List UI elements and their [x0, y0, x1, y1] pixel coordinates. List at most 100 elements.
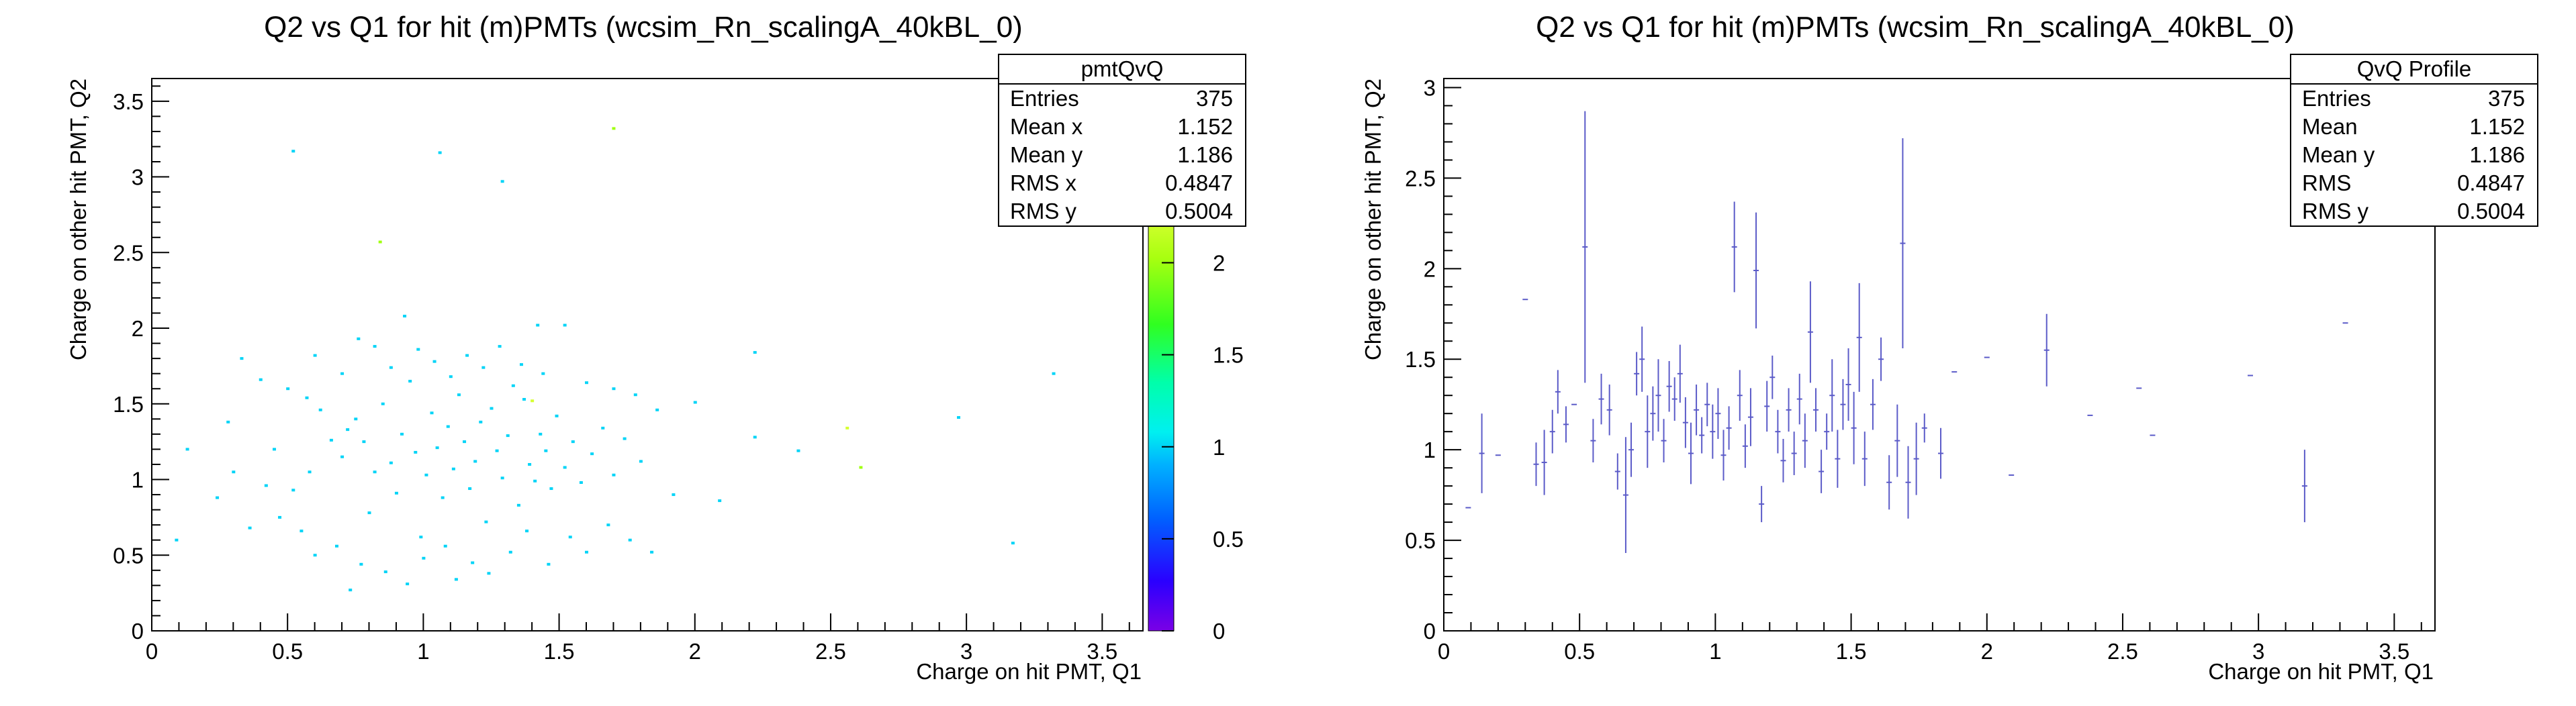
- profile-point: [1563, 406, 1569, 443]
- scatter-point: [531, 399, 535, 403]
- scatter-point: [623, 437, 627, 440]
- scatter-point: [185, 448, 189, 451]
- scatter-point: [383, 570, 387, 574]
- scatter-point: [612, 387, 616, 391]
- scatter-point: [639, 460, 643, 463]
- scatter-point: [406, 583, 410, 586]
- profile-point: [1807, 281, 1813, 383]
- scatter-point: [506, 434, 510, 438]
- profile-point: [1677, 344, 1683, 403]
- scatter-point: [1011, 542, 1015, 545]
- scatter-point: [547, 562, 551, 566]
- profile-point: [1720, 430, 1727, 481]
- scatter-point: [305, 396, 309, 399]
- profile-point: [1699, 417, 1705, 454]
- stats-label: RMS x: [1010, 170, 1076, 195]
- x-tick-label: 3: [960, 639, 972, 664]
- stats-row: Mean x 1.152: [999, 113, 1245, 141]
- scatter-point: [519, 363, 523, 366]
- stats-row: Entries 375: [2291, 85, 2537, 113]
- x-tick-label: 3: [2252, 639, 2264, 664]
- scatter-point: [313, 354, 317, 357]
- stats-label: Entries: [1010, 86, 1079, 111]
- stats-value: 375: [2487, 86, 2525, 111]
- scatter-point: [432, 360, 436, 363]
- profile-point: [1780, 438, 1786, 483]
- profile-point: [1694, 385, 1700, 436]
- scatter-point: [563, 466, 567, 469]
- scatter-point: [463, 440, 467, 444]
- y-tick-label: 2: [132, 316, 144, 341]
- right-panel: Q2 vs Q1 for hit (m)PMTs (wcsim_Rn_scali…: [1361, 11, 2436, 684]
- scatter-point: [585, 381, 589, 385]
- scatter-point: [457, 393, 461, 397]
- profile-point: [1710, 404, 1716, 459]
- scatter-point: [655, 408, 659, 411]
- x-tick-label: 3.5: [2379, 639, 2409, 664]
- x-tick-label: 2: [689, 639, 701, 664]
- scatter-point: [232, 470, 236, 474]
- stats-value: 375: [1195, 86, 1233, 111]
- scatter-point: [446, 425, 450, 428]
- right-y-axis-label: Charge on other hit PMT, Q2: [1361, 79, 1385, 360]
- scatter-point: [416, 348, 420, 351]
- stats-value: 1.186: [1177, 142, 1233, 167]
- right-profile-points: [1465, 111, 2348, 553]
- y-tick-label: 2: [1424, 256, 1436, 281]
- scatter-point: [226, 420, 230, 423]
- x-tick-label: 2.5: [2107, 639, 2138, 664]
- scatter-point: [500, 180, 504, 183]
- colorbar-tick-label: 1.5: [1213, 343, 1244, 368]
- stats-value: 0.5004: [2457, 199, 2525, 223]
- scatter-point: [522, 398, 526, 401]
- left-x-axis: 0 0.5 1 1.5 2 2.5 3 3.5: [146, 613, 1130, 664]
- left-scatter-points: [175, 127, 1056, 592]
- x-tick-label: 3.5: [1087, 639, 1117, 664]
- scatter-point: [511, 384, 515, 387]
- profile-point: [1704, 383, 1710, 427]
- profile-point: [1715, 388, 1721, 439]
- profile-point: [1661, 419, 1667, 463]
- profile-point: [1861, 432, 1868, 487]
- profile-point: [1764, 381, 1770, 432]
- scatter-point: [435, 446, 439, 450]
- stats-row: Entries 375: [999, 85, 1245, 113]
- stats-row: RMS y 0.5004: [2291, 197, 2537, 225]
- x-tick-label: 2: [1981, 639, 1993, 664]
- scatter-point: [528, 462, 532, 466]
- scatter-point: [544, 449, 548, 452]
- scatter-point: [468, 487, 472, 491]
- scatter-point: [373, 345, 377, 348]
- stats-label: Mean: [2302, 114, 2358, 139]
- profile-point: [1555, 370, 1561, 414]
- stats-row: RMS y 0.5004: [999, 197, 1245, 225]
- x-tick-label: 1: [417, 639, 429, 664]
- scatter-point: [555, 414, 559, 417]
- scatter-point: [349, 589, 353, 592]
- scatter-point: [300, 530, 304, 533]
- profile-point: [2301, 450, 2307, 523]
- right-chart-title: Q2 vs Q1 for hit (m)PMTs (wcsim_Rn_scali…: [1536, 11, 2295, 44]
- scatter-point: [471, 561, 475, 564]
- right-y-axis: 0 0.5 1 1.5 2 2.5 3: [1405, 75, 1461, 644]
- profile-point: [1921, 413, 1927, 443]
- profile-point: [1737, 370, 1743, 421]
- x-tick-label: 1: [1709, 639, 1721, 664]
- profile-point: [1796, 373, 1802, 425]
- scatter-point: [541, 372, 545, 375]
- profile-point: [1606, 385, 1612, 436]
- scatter-point: [753, 436, 757, 439]
- y-tick-label: 0: [132, 619, 144, 644]
- y-tick-label: 3: [132, 165, 144, 190]
- stats-value: 1.152: [2469, 114, 2525, 139]
- stats-label: RMS y: [2302, 199, 2368, 223]
- scatter-point: [859, 466, 863, 469]
- profile-point: [1628, 422, 1635, 477]
- x-tick-label: 0: [146, 639, 158, 664]
- scatter-point: [484, 520, 488, 523]
- stats-row: Mean y 1.186: [999, 141, 1245, 169]
- colorbar-tick-label: 2: [1213, 251, 1225, 276]
- scatter-point: [419, 536, 423, 539]
- scatter-point: [403, 315, 407, 318]
- scatter-point: [313, 554, 317, 557]
